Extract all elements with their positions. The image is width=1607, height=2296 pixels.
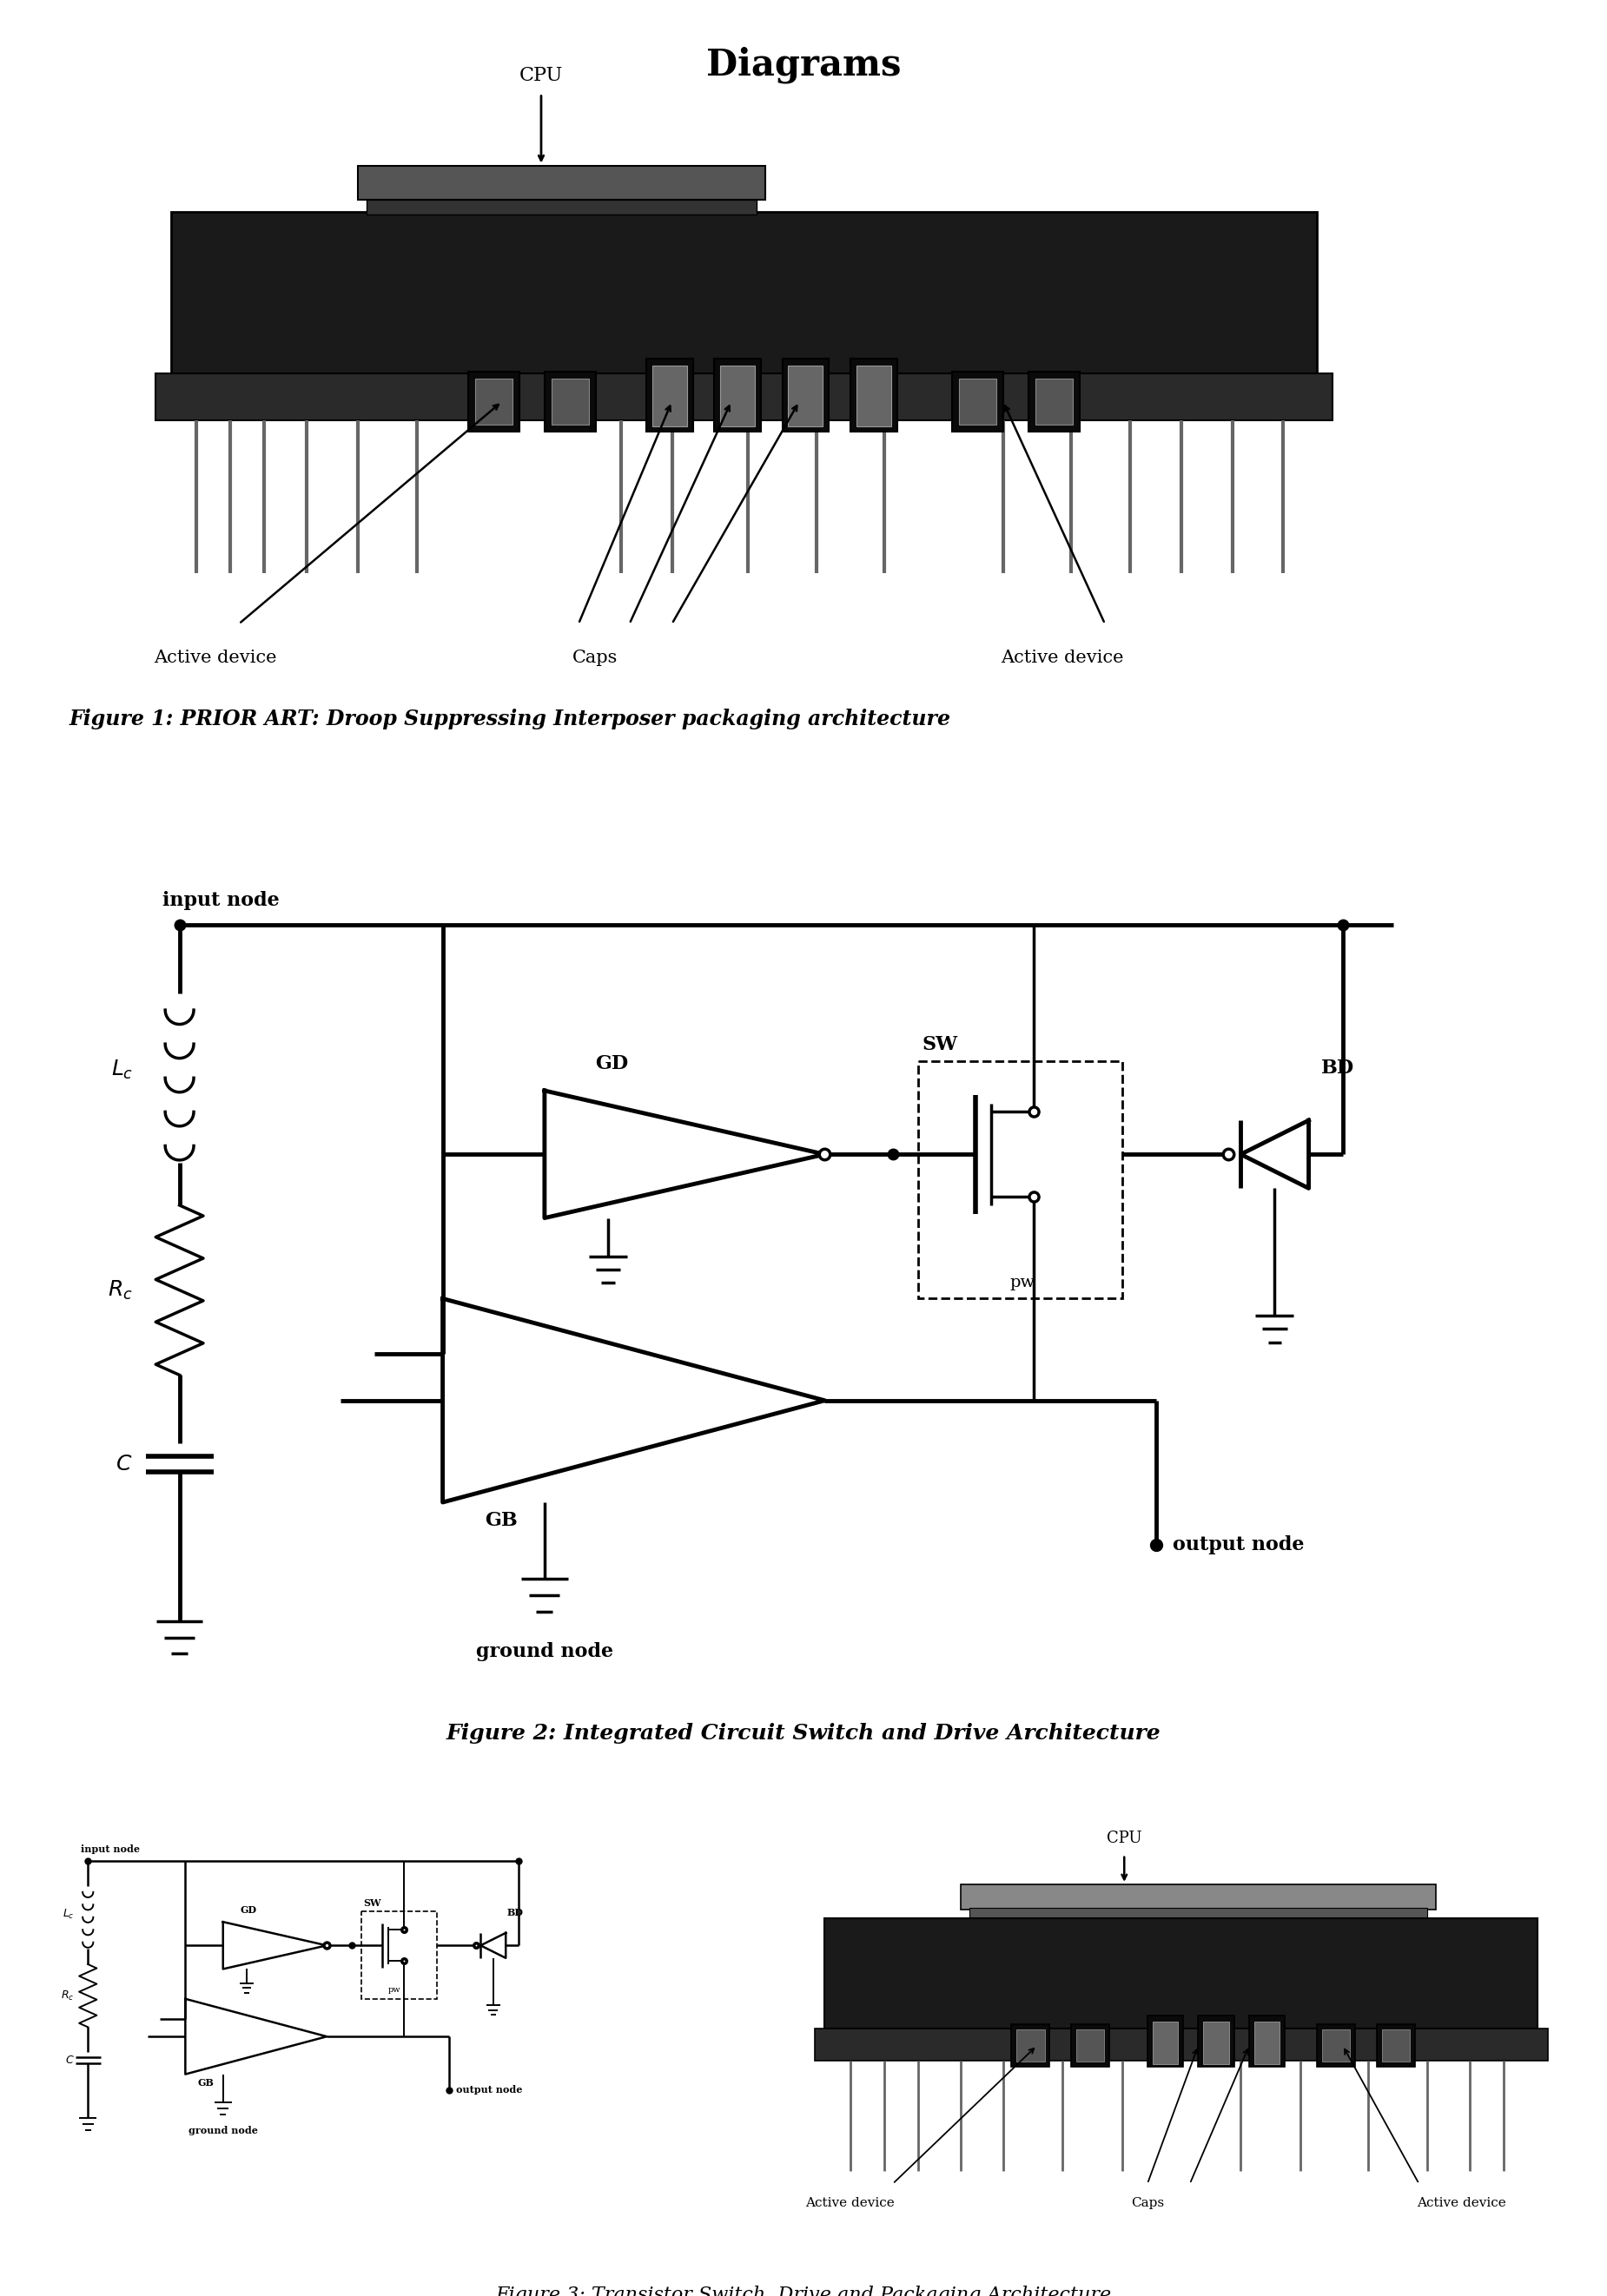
Bar — [646, 358, 693, 432]
Text: CPU: CPU — [1107, 1830, 1143, 1846]
Bar — [1323, 2030, 1350, 2062]
Bar — [1028, 372, 1080, 432]
Bar — [358, 165, 765, 200]
Bar — [787, 365, 823, 427]
Text: $C$: $C$ — [64, 2055, 74, 2066]
Bar — [652, 365, 688, 427]
Bar — [857, 365, 890, 427]
Bar — [366, 200, 757, 216]
Bar — [969, 1908, 1427, 1922]
Text: GD: GD — [596, 1054, 628, 1075]
Bar — [1017, 2030, 1045, 2062]
Text: Figure 1: PRIOR ART: Droop Suppressing Interposer packaging architecture: Figure 1: PRIOR ART: Droop Suppressing I… — [69, 709, 951, 730]
Bar — [715, 358, 762, 432]
Bar — [961, 1885, 1437, 1910]
Text: Diagrams: Diagrams — [705, 46, 902, 83]
Bar — [959, 379, 996, 425]
Bar — [1199, 2016, 1234, 2066]
Text: output node: output node — [456, 2085, 522, 2094]
Bar — [1318, 2025, 1355, 2066]
Text: Active device: Active device — [1417, 2197, 1506, 2209]
Text: output node: output node — [1173, 1536, 1305, 1554]
Text: pw: pw — [387, 1986, 400, 1993]
Text: Active device: Active device — [805, 2197, 895, 2209]
Text: $C$: $C$ — [116, 1453, 133, 1474]
Text: input node: input node — [162, 891, 280, 909]
Text: CPU: CPU — [519, 67, 562, 85]
Bar — [824, 1917, 1538, 2030]
Bar — [1152, 2023, 1178, 2064]
Text: GB: GB — [198, 2078, 214, 2087]
Text: Caps: Caps — [572, 650, 619, 666]
Bar — [1249, 2016, 1286, 2066]
Text: Figure 2: Integrated Circuit Switch and Drive Architecture: Figure 2: Integrated Circuit Switch and … — [447, 1722, 1160, 1745]
Text: input node: input node — [80, 1844, 140, 1853]
Text: Active device: Active device — [154, 650, 276, 666]
Bar — [551, 379, 588, 425]
Text: ground node: ground node — [476, 1642, 614, 1662]
Bar — [170, 211, 1318, 374]
Text: pw: pw — [1009, 1274, 1035, 1290]
Text: $L_c$: $L_c$ — [63, 1908, 74, 1919]
Bar — [1382, 2030, 1409, 2062]
Bar — [545, 372, 596, 432]
Bar — [156, 374, 1332, 420]
Text: $L_c$: $L_c$ — [111, 1058, 133, 1081]
Text: Active device: Active device — [1001, 650, 1123, 666]
Bar — [720, 365, 755, 427]
Text: BD: BD — [508, 1908, 524, 1917]
Text: GD: GD — [241, 1906, 257, 1915]
Bar — [783, 358, 829, 432]
Bar — [362, 1910, 437, 2000]
Bar — [1070, 2025, 1109, 2066]
Bar — [468, 372, 519, 432]
Bar — [476, 379, 513, 425]
Bar — [951, 372, 1003, 432]
Bar — [1011, 2025, 1049, 2066]
Text: SW: SW — [922, 1035, 958, 1054]
Text: BD: BD — [1321, 1058, 1355, 1077]
Text: $R_c$: $R_c$ — [61, 1988, 74, 2002]
Bar — [1147, 2016, 1183, 2066]
Bar — [815, 2030, 1548, 2062]
Text: $R_c$: $R_c$ — [108, 1279, 133, 1302]
Bar — [1077, 2030, 1104, 2062]
Text: Figure 3: Transistor Switch, Drive and Packaging Architecture: Figure 3: Transistor Switch, Drive and P… — [495, 2287, 1112, 2296]
Text: GB: GB — [485, 1511, 517, 1529]
Bar — [1204, 2023, 1229, 2064]
Bar — [918, 1061, 1122, 1300]
Bar — [1255, 2023, 1279, 2064]
Text: ground node: ground node — [188, 2126, 257, 2135]
Text: SW: SW — [363, 1899, 381, 1908]
Bar — [1035, 379, 1072, 425]
Bar — [1377, 2025, 1414, 2066]
Bar — [850, 358, 897, 432]
Text: Caps: Caps — [1131, 2197, 1163, 2209]
